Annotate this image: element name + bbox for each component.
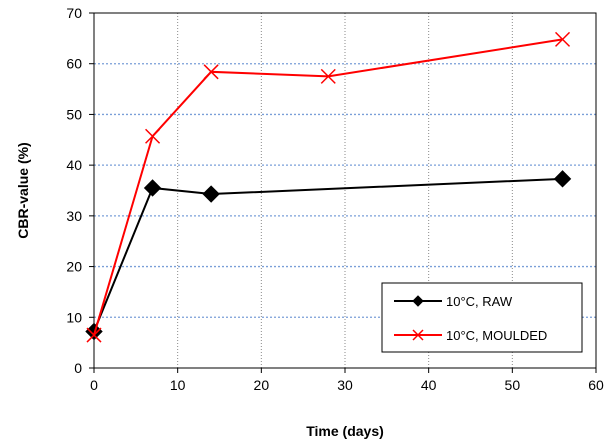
series-line: [93, 177, 563, 332]
y-axis-title: CBR-value (%): [15, 142, 31, 238]
legend-item: 10°C, RAW: [394, 294, 513, 309]
x-tick-label: 60: [588, 377, 604, 393]
data-series: [85, 31, 572, 343]
y-tick-label: 20: [66, 259, 82, 275]
x-tick-label: 50: [505, 377, 521, 393]
y-tick-label: 50: [66, 106, 82, 122]
x-point: [320, 68, 336, 84]
x-point: [203, 64, 219, 80]
x-point: [86, 327, 102, 343]
legend-label: 10°C, RAW: [446, 294, 513, 309]
y-tick-label: 0: [74, 360, 82, 376]
x-axis-title: Time (days): [306, 423, 384, 439]
x-tick-label: 20: [254, 377, 270, 393]
legend-label: 10°C, MOULDED: [446, 328, 547, 343]
diamond-point: [85, 322, 103, 341]
x-tick-label: 40: [421, 377, 437, 393]
legend: 10°C, RAW 10°C, MOULDED: [381, 282, 583, 353]
y-tick-label: 10: [66, 309, 82, 325]
y-tick-label: 70: [66, 5, 82, 21]
y-tick-label: 30: [66, 208, 82, 224]
axis-ticks: 0 10 20 30 40 50 60 0 10 20 30 40 50 60 70: [66, 5, 604, 393]
x-tick-label: 10: [170, 377, 186, 393]
diamond-point: [553, 170, 572, 188]
x-tick-label: 30: [337, 377, 353, 393]
legend-diamond-marker: [412, 295, 424, 307]
legend-box: [381, 282, 583, 353]
x-point: [555, 31, 571, 47]
x-point: [145, 128, 161, 144]
legend-item: 10°C, MOULDED: [394, 328, 547, 343]
series-raw: [85, 170, 572, 341]
diamond-point: [202, 185, 220, 203]
x-tick-label: 0: [90, 377, 98, 393]
legend-x-marker: [412, 329, 424, 341]
y-tick-label: 40: [66, 157, 82, 173]
series-moulded: [86, 31, 571, 343]
diamond-point: [143, 179, 162, 197]
y-tick-label: 60: [66, 56, 82, 72]
